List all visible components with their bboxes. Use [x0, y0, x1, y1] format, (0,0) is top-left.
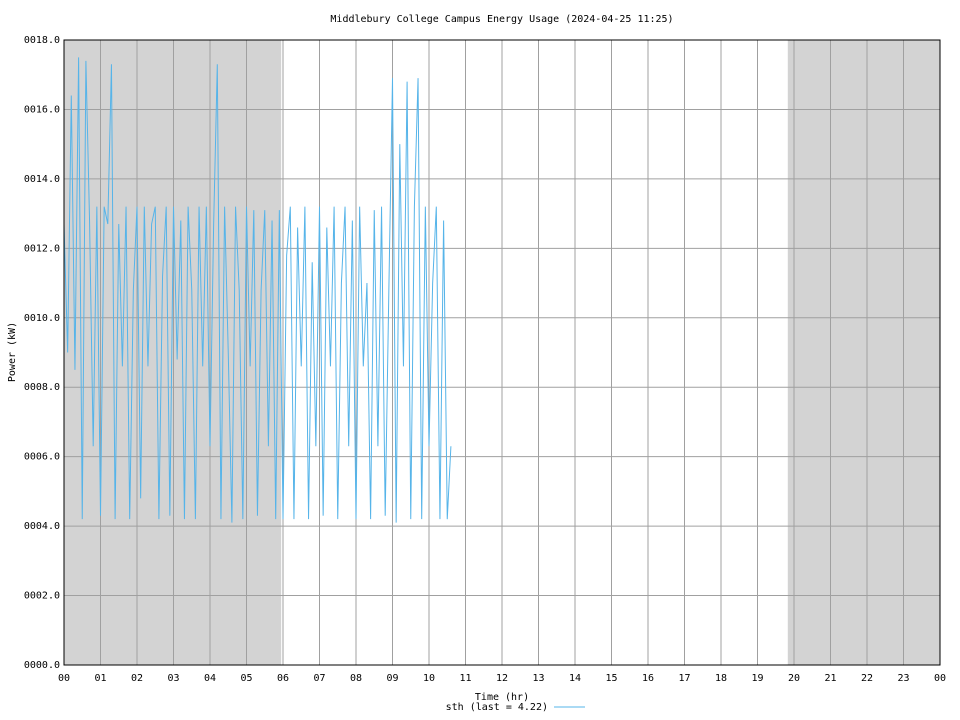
- night-shading: [787, 40, 940, 665]
- chart-title: Middlebury College Campus Energy Usage (…: [330, 14, 673, 25]
- y-tick-label: 0014.0: [24, 174, 60, 185]
- night-shading: [64, 40, 282, 665]
- x-tick-label: 22: [861, 673, 873, 684]
- x-tick-label: 11: [459, 673, 471, 684]
- y-tick-label: 0012.0: [24, 243, 60, 254]
- x-tick-label: 20: [788, 673, 800, 684]
- x-tick-label: 13: [532, 673, 544, 684]
- x-tick-label: 07: [313, 673, 325, 684]
- x-tick-label: 01: [94, 673, 106, 684]
- x-tick-label: 12: [496, 673, 508, 684]
- x-tick-label: 17: [678, 673, 690, 684]
- y-tick-label: 0006.0: [24, 452, 60, 463]
- y-tick-label: 0000.0: [24, 660, 60, 671]
- y-tick-label: 0008.0: [24, 382, 60, 393]
- y-tick-label: 0010.0: [24, 313, 60, 324]
- x-axis-label: Time (hr): [475, 692, 529, 703]
- x-tick-label: 06: [277, 673, 289, 684]
- legend-label: sth (last = 4.22): [446, 702, 548, 713]
- x-tick-label: 23: [897, 673, 909, 684]
- y-tick-label: 0002.0: [24, 591, 60, 602]
- x-tick-label: 08: [350, 673, 362, 684]
- x-tick-label: 14: [569, 673, 581, 684]
- x-tick-label: 10: [423, 673, 435, 684]
- x-tick-label: 02: [131, 673, 143, 684]
- x-tick-label: 19: [751, 673, 763, 684]
- y-tick-label: 0018.0: [24, 35, 60, 46]
- x-tick-label: 00: [58, 673, 70, 684]
- x-tick-label: 04: [204, 673, 216, 684]
- x-tick-label: 21: [824, 673, 836, 684]
- y-tick-label: 0016.0: [24, 104, 60, 115]
- data-line: [63, 57, 452, 523]
- x-tick-label: 09: [386, 673, 398, 684]
- x-tick-label: 00: [934, 673, 946, 684]
- y-tick-label: 0004.0: [24, 521, 60, 532]
- x-tick-label: 16: [642, 673, 654, 684]
- x-tick-label: 03: [167, 673, 179, 684]
- x-tick-label: 18: [715, 673, 727, 684]
- x-tick-label: 15: [605, 673, 617, 684]
- plot-border: [63, 39, 941, 666]
- x-tick-label: 05: [240, 673, 252, 684]
- y-axis-label: Power (kW): [7, 322, 18, 382]
